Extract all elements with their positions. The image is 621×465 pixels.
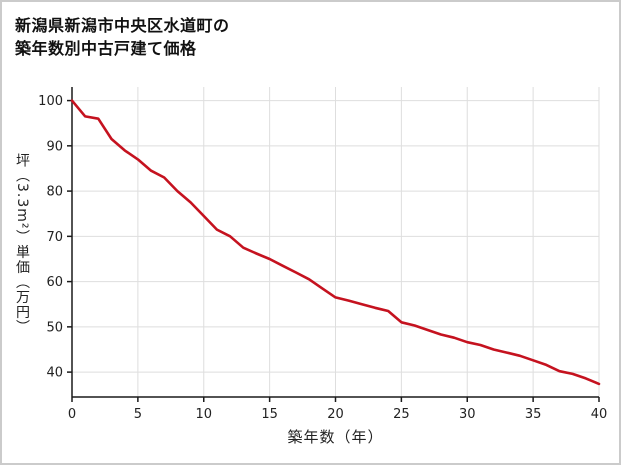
- chart-title-line1: 新潟県新潟市中央区水道町の: [15, 16, 230, 35]
- y-tick-label: 100: [38, 94, 63, 109]
- y-tick-label: 80: [46, 185, 63, 200]
- chart-title: 新潟県新潟市中央区水道町の 築年数別中古戸建て価格: [15, 14, 230, 60]
- x-tick-label: 35: [525, 407, 542, 422]
- x-tick-label: 20: [327, 407, 344, 422]
- y-tick-label: 60: [46, 275, 63, 290]
- y-tick-label: 90: [46, 139, 63, 154]
- x-tick-label: 10: [195, 407, 212, 422]
- x-tick-label: 40: [591, 407, 608, 422]
- y-tick-label: 70: [46, 230, 63, 245]
- y-tick-label: 50: [46, 320, 63, 335]
- y-tick-label: 40: [46, 366, 63, 381]
- x-tick-label: 15: [261, 407, 278, 422]
- x-tick-label: 25: [393, 407, 410, 422]
- x-axis-label: 築年数（年）: [287, 428, 384, 446]
- price-line-series: [70, 99, 601, 386]
- x-tick-label: 30: [459, 407, 476, 422]
- y-axis-label: 坪（3.3m²）単価（万円）: [14, 152, 30, 335]
- x-tick-label: 0: [68, 407, 76, 422]
- x-tick-label: 5: [134, 407, 142, 422]
- chart-title-line2: 築年数別中古戸建て価格: [15, 39, 197, 58]
